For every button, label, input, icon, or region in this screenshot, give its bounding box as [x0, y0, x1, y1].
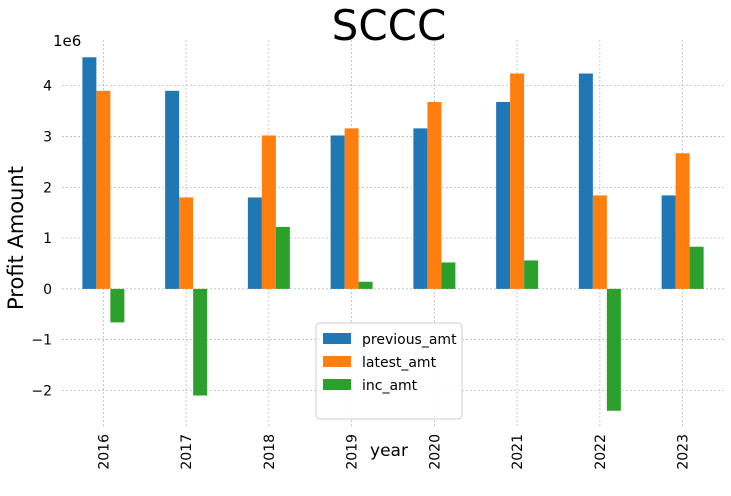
bar-inc_amt-2017	[193, 288, 208, 396]
y-offset-label: 1e6	[53, 32, 81, 50]
legend-box	[315, 322, 463, 420]
bar-latest_amt-2023	[675, 153, 690, 289]
bars	[82, 57, 704, 411]
y-tick-label: 1	[43, 231, 52, 247]
legend-swatch-latest_amt	[323, 356, 351, 367]
x-tick-label: 2023	[676, 434, 692, 470]
bar-inc_amt-2019	[358, 281, 373, 289]
x-tick-label: 2022	[593, 434, 609, 470]
chart-title: SCCC	[332, 1, 447, 50]
y-tick-label: 2	[43, 180, 52, 196]
bar-latest_amt-2017	[179, 197, 194, 289]
bar-previous_amt-2017	[165, 90, 180, 289]
bar-previous_amt-2020	[413, 128, 428, 289]
x-axis-label: year	[370, 441, 408, 461]
bar-latest_amt-2016	[96, 90, 111, 289]
y-axis-label: Profit Amount	[4, 166, 28, 310]
bar-inc_amt-2018	[275, 226, 290, 289]
bar-latest_amt-2022	[592, 195, 607, 289]
bar-inc_amt-2016	[110, 288, 125, 323]
legend-label: previous_amt	[362, 332, 457, 348]
y-tick-label: 0	[43, 282, 52, 298]
x-tick-label: 2017	[179, 434, 195, 470]
y-tick-label: 4	[43, 79, 52, 95]
bar-previous_amt-2023	[661, 195, 676, 289]
y-tick-label: −1	[31, 333, 52, 349]
bar-inc_amt-2020	[441, 262, 456, 289]
x-tick-label: 2020	[427, 434, 443, 470]
y-tick-label: 3	[43, 130, 52, 146]
bar-previous_amt-2019	[330, 135, 345, 289]
x-tick-label: 2019	[345, 434, 361, 470]
y-ticks: −2 −1 0 1 2 3 4	[31, 79, 52, 400]
legend-swatch-inc_amt	[323, 379, 351, 390]
legend: previous_amt latest_amt inc_amt	[315, 322, 463, 420]
bar-latest_amt-2018	[261, 135, 276, 289]
bar-latest_amt-2021	[510, 73, 525, 289]
bar-latest_amt-2019	[344, 128, 359, 289]
x-tick-label: 2016	[96, 434, 112, 470]
bar-latest_amt-2020	[427, 101, 442, 289]
bar-previous_amt-2018	[247, 197, 262, 289]
bar-inc_amt-2023	[689, 246, 704, 289]
x-tick-label: 2018	[262, 434, 278, 470]
bar-inc_amt-2021	[524, 260, 539, 289]
bar-previous_amt-2021	[496, 101, 511, 289]
bar-previous_amt-2022	[578, 73, 593, 289]
bar-previous_amt-2016	[82, 57, 97, 289]
legend-swatch-previous_amt	[323, 333, 351, 344]
legend-label: inc_amt	[362, 378, 418, 394]
x-tick-label: 2021	[510, 434, 526, 470]
legend-label: latest_amt	[362, 355, 437, 371]
y-tick-label: −2	[31, 383, 52, 399]
x-ticks: 2016 2017 2018 2019 2020 2021 2022 2023	[96, 434, 691, 470]
bar-inc_amt-2022	[606, 288, 621, 411]
